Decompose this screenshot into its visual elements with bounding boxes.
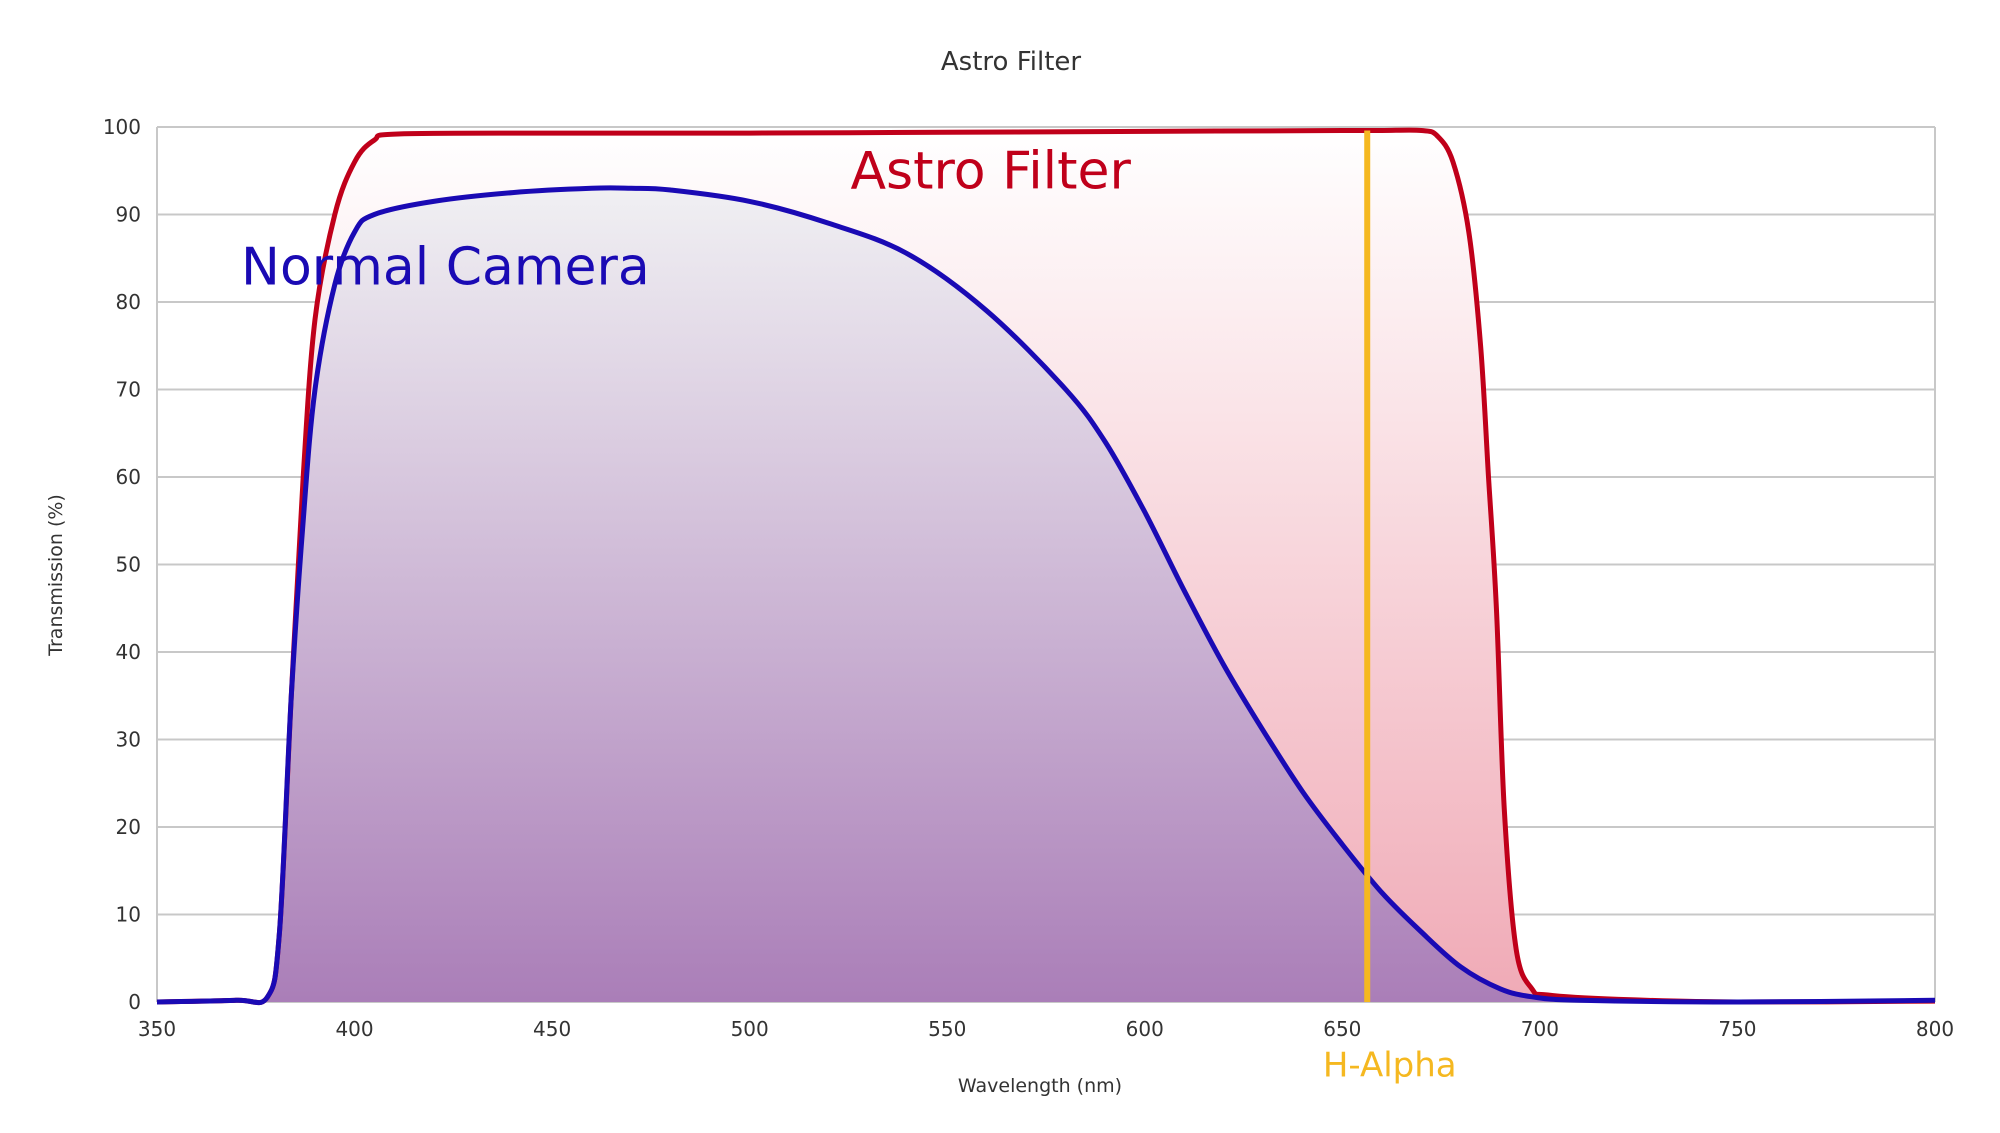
line-astro-filter: [156, 127, 1936, 1006]
y-tick-label: 0: [128, 990, 141, 1014]
x-tick-label: 600: [1126, 1017, 1164, 1041]
y-tick-label: 50: [116, 553, 141, 577]
y-tick-label: 20: [116, 815, 141, 839]
x-tick-label: 700: [1521, 1017, 1559, 1041]
x-tick-label: 650: [1323, 1017, 1361, 1041]
x-tick-label: 750: [1718, 1017, 1756, 1041]
x-tick-label: 400: [335, 1017, 373, 1041]
x-tick-label: 500: [731, 1017, 769, 1041]
x-axis-label: Wavelength (nm): [958, 1075, 1122, 1097]
y-axis-label: Transmission (%): [45, 494, 67, 657]
y-tick-label: 100: [103, 115, 141, 139]
series-lines: [156, 127, 1936, 1006]
y-tick-label: 60: [116, 465, 141, 489]
y-tick-label: 10: [116, 903, 141, 927]
annotations: Astro Filter Normal Camera H-Alpha: [241, 141, 1457, 1085]
x-tick-label: 800: [1916, 1017, 1954, 1041]
chart-title: Astro Filter: [941, 47, 1082, 77]
y-tick-label: 80: [116, 290, 141, 314]
area-normal-camera: [157, 187, 1935, 1003]
series-fills: [157, 130, 1935, 1003]
annotation-normal-camera: Normal Camera: [241, 238, 650, 298]
y-tick-label: 70: [116, 378, 141, 402]
y-tick-labels: 0 10 20 30 40 50 60 70 80 90 100: [103, 115, 141, 1014]
line-normal-camera: [156, 185, 1936, 1006]
x-tick-label: 450: [533, 1017, 571, 1041]
y-tick-label: 90: [116, 203, 141, 227]
x-tick-labels: 350 400 450 500 550 600 650 700 750 800: [138, 1017, 1954, 1041]
y-tick-label: 40: [116, 640, 141, 664]
y-tick-label: 30: [116, 728, 141, 752]
x-tick-label: 550: [928, 1017, 966, 1041]
x-tick-label: 350: [138, 1017, 176, 1041]
annotation-astro-filter: Astro Filter: [850, 141, 1131, 201]
annotation-h-alpha: H-Alpha: [1323, 1045, 1457, 1085]
